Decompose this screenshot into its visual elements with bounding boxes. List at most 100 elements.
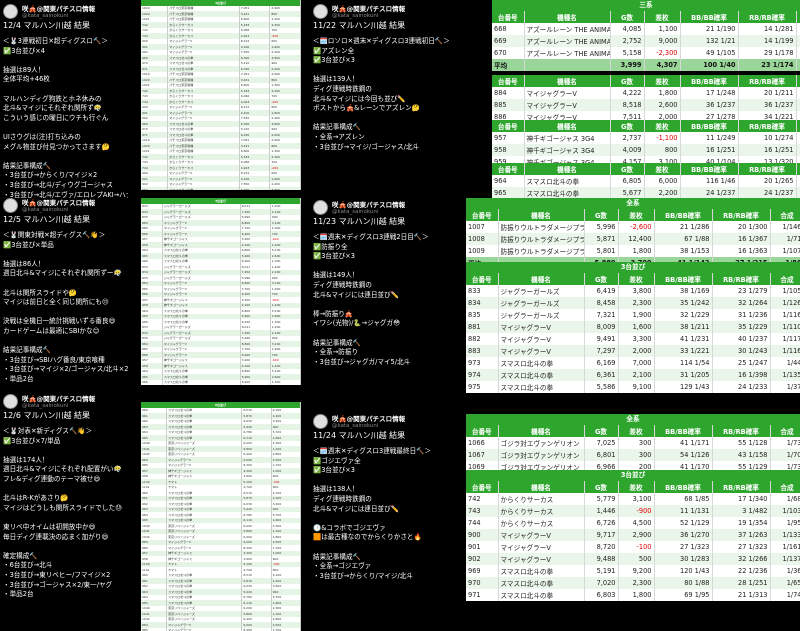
table-cell: 80 1/88: [654, 577, 712, 589]
tweet-card: 咲🎪@関東パチスロ情報 @kata_sainokuni 12/5 マルハン川越 結果…: [0, 196, 128, 385]
mini-table-cell: 1,300: [270, 380, 300, 386]
account-name[interactable]: 咲🎪@関東パチスロ情報: [332, 413, 405, 423]
tweet-line: 結果記事構成🔨: [313, 123, 460, 133]
average-cell: 4,307: [644, 59, 680, 71]
column-header: 合成: [796, 75, 800, 87]
table-cell: マイジャグラーV: [524, 87, 610, 99]
tweet-line: ✅3台並び×3: [313, 252, 460, 262]
average-cell: [524, 59, 610, 71]
account-name[interactable]: 咲🎪@関東パチスロ情報: [332, 3, 405, 13]
tweet-line: 東リベ中オイムは初開放中か😄: [3, 523, 128, 533]
table-cell: 6,000: [644, 175, 680, 187]
avatar[interactable]: [3, 394, 18, 409]
avatar[interactable]: [3, 4, 18, 19]
avatar[interactable]: [3, 198, 18, 213]
table-cell: -2,300: [644, 47, 680, 59]
table-cell: 16 1/367: [712, 233, 770, 245]
column-header: RB/RB確率: [738, 163, 796, 175]
table-cell: 670: [492, 47, 524, 59]
mini-table-cell: 969: [141, 187, 168, 190]
table-cell: 4,085: [610, 23, 644, 35]
table-row: 744 からくりサーカス 6,726 4,500 52 1/129 19 1/354 1/9…: [466, 517, 800, 529]
column-header: 機種名: [524, 75, 610, 87]
column-header: 差枚: [644, 11, 680, 23]
avatar[interactable]: [313, 414, 328, 429]
account-name[interactable]: 咲🎪@関東パチスロ情報: [332, 199, 405, 209]
result-table: 三系台番号機種名G数差枚BB/BB確率RB/RB確率合成668アズールレーン T…: [492, 0, 800, 71]
table-cell: 1/118: [796, 99, 800, 111]
table-cell: 120 1/43: [654, 565, 712, 577]
tweet-date-title: 12/6 マルハン川越 結果: [3, 410, 128, 421]
tweet-line: [3, 85, 128, 95]
column-header: G数: [584, 209, 618, 221]
table-cell: -2,600: [618, 221, 654, 233]
table-cell: 3 1/482: [712, 505, 770, 517]
table-cell: 20 1/300: [712, 221, 770, 233]
tweet-line: [313, 66, 460, 76]
tweet-line: 決戦は全機日一統計挑戦いずる番良😄: [3, 317, 128, 327]
table-cell: マイジャグラーV: [498, 541, 584, 553]
table-cell: マイジャグラーV: [498, 345, 584, 357]
avatar[interactable]: [313, 200, 328, 215]
table-cell: 36 1/270: [654, 529, 712, 541]
table-cell: 16 1/398: [712, 369, 770, 381]
tweet-line: 北斗は関所スライドや🤔: [3, 289, 128, 299]
table-cell: 9,717: [584, 529, 618, 541]
tweet-line: 抽選は89人！: [3, 66, 128, 76]
table-cell: ゴジラ対エヴァンゲリオン: [498, 449, 584, 461]
mini-table: 6台並び 960 スマスロ北斗の拳 6,510 4,100 961 スマスロ北斗の拳 5,87…: [141, 402, 301, 631]
table-cell: 28 1/251: [712, 577, 770, 589]
table-cell: ジャグラーガールズ: [498, 285, 584, 297]
average-cell: 23 1/174: [738, 59, 796, 71]
tweet-line: 北斗&マイジには今回も並び✏️: [313, 95, 460, 105]
tweet-line: マルハンディグ狗鉄とホネ休みの: [3, 95, 128, 105]
table-cell: 964: [492, 175, 524, 187]
account-name[interactable]: 咲🎪@関東パチスロ情報: [22, 3, 95, 13]
table-cell: 132 1/21: [680, 35, 738, 47]
column-header: 合成: [796, 120, 800, 132]
table-cell: 5,996: [584, 221, 618, 233]
table-row: 743 からくりサーカス 1,446 -900 11 1/131 3 1/482 1/103: [466, 505, 800, 517]
column-header: BB/BB確率: [654, 273, 712, 285]
table-cell: 114 1/54: [654, 357, 712, 369]
table-cell: マイジャグラーV: [498, 321, 584, 333]
mini-table-cell: 6,300: [239, 187, 270, 190]
table-cell: 21 1/286: [654, 221, 712, 233]
account-name[interactable]: 咲🎪@関東パチスロ情報: [22, 197, 95, 207]
tweet-line: ✅3台並び×4: [3, 47, 128, 57]
column-header: 合成: [770, 209, 800, 221]
avatar[interactable]: [313, 4, 328, 19]
table-cell: 1/161: [770, 541, 800, 553]
table-row: 969 スマスロ北斗の拳 5,191 9,200 120 1/43 22 1/236 1/3…: [466, 565, 800, 577]
tweet-header: 咲🎪@関東パチスロ情報 @kata_sainokuni: [3, 392, 128, 410]
table-cell: 1008: [466, 233, 498, 245]
table-cell: 1,800: [618, 589, 654, 601]
data-table: 台番号 機種名 G数 差枚 BB/BB確率 RB/RB確率 合成 742 からくりサーカス 5,7…: [466, 481, 800, 601]
tweet-line: イワシ(光物)/🐍→ジャグガ😳: [313, 319, 460, 329]
table-cell: 2,300: [618, 577, 654, 589]
tweet-line: [3, 152, 128, 162]
tweet-line: ✅3台並び×3: [313, 466, 460, 476]
table-cell: 885: [492, 99, 524, 111]
table-cell: 1009: [466, 245, 498, 257]
table-cell: 20 1/211: [738, 87, 796, 99]
table-cell: 1/74: [770, 589, 800, 601]
tweet-header: 咲🎪@関東パチスロ情報 @kata_sainokuni: [3, 196, 128, 214]
table-cell: 500: [618, 553, 654, 565]
table-cell: 2,300: [618, 297, 654, 309]
tweet-line: 全体平均+46枚: [3, 75, 128, 85]
column-header: 機種名: [524, 163, 610, 175]
table-cell: 6,801: [584, 449, 618, 461]
account-handle: @kata_sainokuni: [22, 13, 95, 19]
data-table: 台番号機種名G数差枚BB/BB確率RB/RB確率合成668アズールレーン THE…: [492, 11, 800, 71]
tweet-line: フレ&ディグ連動のテーマ被せ😄: [3, 475, 128, 485]
table-cell: 21 1/313: [712, 589, 770, 601]
table-cell: 2,000: [618, 345, 654, 357]
table-cell: スマスロ北斗の拳: [524, 175, 610, 187]
tweet-line: [3, 56, 128, 66]
table-cell: 11 1/131: [654, 505, 712, 517]
account-name[interactable]: 咲🎪@関東パチスロ情報: [22, 393, 95, 403]
table-cell: 958: [492, 144, 524, 156]
column-header: 台番号: [492, 75, 524, 87]
